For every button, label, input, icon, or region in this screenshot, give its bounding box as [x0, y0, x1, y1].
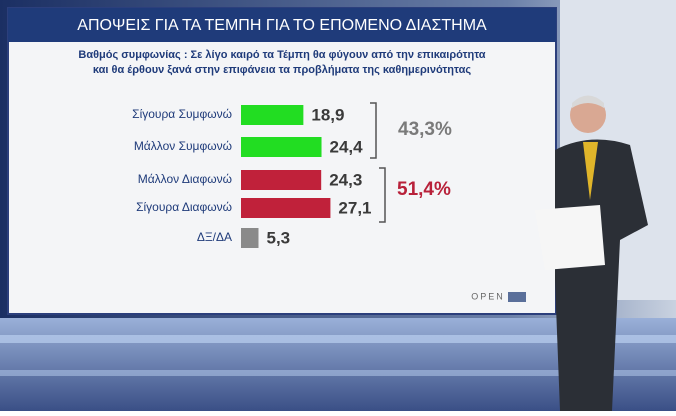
group-total: 43,3% — [398, 119, 452, 140]
presenter — [535, 95, 648, 411]
category-label: Μάλλον Διαφωνώ — [138, 172, 232, 186]
value-label: 24,3 — [329, 170, 362, 189]
papers — [535, 205, 605, 270]
hair — [572, 95, 604, 108]
group-total: 51,4% — [397, 179, 451, 200]
bar — [241, 198, 331, 218]
bar — [241, 170, 322, 190]
category-label: Σίγουρα Διαφωνώ — [136, 200, 232, 214]
value-label: 5,3 — [266, 228, 290, 247]
value-label: 24,4 — [330, 137, 364, 156]
value-label: 18,9 — [311, 105, 344, 124]
chart-title: ΑΠΟΨΕΙΣ ΓΙΑ ΤΑ ΤΕΜΠΗ ΓΙΑ ΤΟ ΕΠΟΜΕΝΟ ΔΙΑΣ… — [77, 17, 487, 34]
channel-logo: OPEN — [471, 291, 505, 301]
category-label: ΔΞ/ΔΑ — [197, 230, 232, 244]
floor-light — [0, 335, 676, 343]
chart-subtitle: και θα έρθουν ξανά στην επιφάνεια τα προ… — [93, 64, 472, 76]
floor-light — [0, 370, 676, 376]
bar — [241, 105, 304, 125]
category-label: Σίγουρα Συμφωνώ — [132, 107, 232, 121]
group-bracket — [379, 167, 386, 223]
bar — [241, 228, 259, 248]
title-bar — [8, 8, 556, 42]
chart-panel — [7, 7, 557, 315]
group-bracket — [370, 102, 377, 159]
category-label: Μάλλον Συμφωνώ — [134, 139, 232, 153]
tie — [583, 142, 598, 200]
chart-subtitle: Βαθμός συμφωνίας : Σε λίγο καιρό τα Τέμπ… — [78, 49, 485, 61]
head — [570, 97, 606, 133]
bar — [241, 137, 322, 157]
logo-badge — [508, 292, 526, 302]
value-label: 27,1 — [338, 198, 371, 217]
